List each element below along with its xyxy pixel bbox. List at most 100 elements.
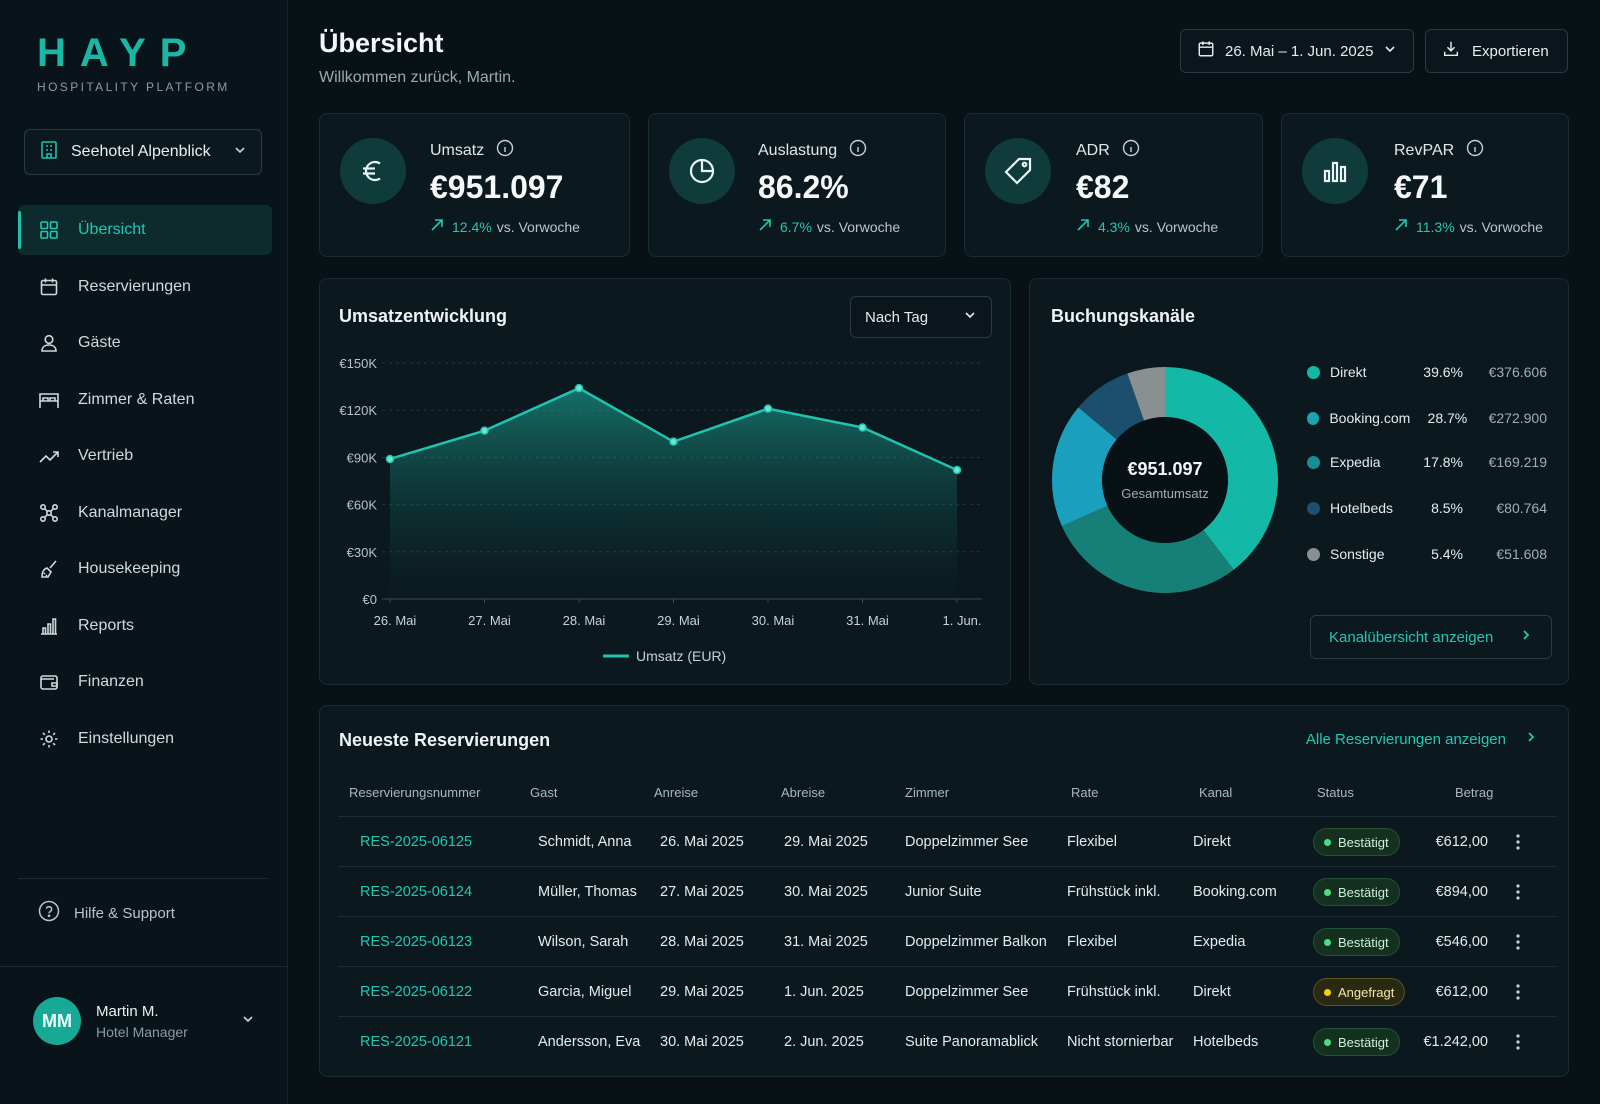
user-role: Hotel Manager	[96, 1023, 188, 1040]
nav-item-housekeeping[interactable]: Housekeeping	[18, 544, 272, 594]
channel-overview-button[interactable]: Kanalübersicht anzeigen	[1310, 615, 1552, 659]
chevron-down-icon	[1383, 42, 1397, 60]
channel-pct: 5.4%	[1431, 546, 1463, 562]
channel-legend-row[interactable]: Sonstige 5.4% €51.608	[1307, 542, 1547, 566]
channel-name: Direkt	[1330, 364, 1367, 380]
nav-item-label: Finanzen	[78, 673, 144, 690]
date-range-picker[interactable]: 26. Mai – 1. Jun. 2025	[1180, 29, 1414, 73]
data-point[interactable]	[385, 454, 395, 464]
status-badge: Bestätigt	[1313, 1028, 1400, 1056]
help-support-link[interactable]: Hilfe & Support	[38, 900, 175, 926]
legend-dot	[1307, 411, 1320, 425]
cell-id[interactable]: RES-2025-06122	[360, 984, 473, 1000]
kpi-label-text: Umsatz	[430, 141, 485, 159]
nav-item-gaeste[interactable]: Gäste	[18, 318, 272, 368]
info-icon[interactable]	[1122, 139, 1140, 162]
data-point[interactable]	[574, 383, 584, 393]
cell-departure: 2. Jun. 2025	[784, 1034, 864, 1050]
more-vertical-icon[interactable]	[1511, 880, 1525, 904]
all-reservations-link[interactable]: Alle Reservierungen anzeigen	[1306, 730, 1538, 748]
legend-dot	[1307, 501, 1320, 515]
table-row[interactable]: RES-2025-06125 Schmidt, Anna 26. Mai 2025 2…	[338, 816, 1557, 867]
status-label: Angefragt	[1338, 984, 1395, 1000]
column-header[interactable]: Kanal	[1199, 785, 1233, 800]
cell-channel: Expedia	[1193, 934, 1246, 950]
nav-item-reservierungen[interactable]: Reservierungen	[18, 262, 272, 312]
cell-departure: 31. Mai 2025	[784, 934, 868, 950]
nav-item-einstellungen[interactable]: Einstellungen	[18, 714, 272, 764]
series-area	[390, 388, 957, 599]
table-row[interactable]: RES-2025-06124 Müller, Thomas 27. Mai 2025…	[338, 866, 1557, 917]
nav-item-vertrieb[interactable]: Vertrieb	[18, 431, 272, 481]
arrow-up-right-icon	[430, 218, 444, 235]
column-header[interactable]: Rate	[1071, 785, 1099, 800]
user-menu[interactable]: MM Martin M. Hotel Manager	[33, 997, 255, 1045]
donut-slice-sonstige[interactable]	[1127, 367, 1165, 421]
status-label: Bestätigt	[1338, 934, 1389, 950]
nav-item-label: Reports	[78, 616, 135, 634]
more-vertical-icon[interactable]	[1511, 1030, 1525, 1054]
cell-id[interactable]: RES-2025-06121	[360, 1034, 473, 1050]
column-header[interactable]: Reservierungsnummer	[349, 785, 481, 800]
kpi-label-text: ADR	[1076, 141, 1110, 159]
column-header[interactable]: Abreise	[781, 785, 826, 800]
nav-item-reports[interactable]: Reports	[18, 601, 272, 651]
calendar-icon	[38, 276, 60, 298]
channel-name: Expedia	[1330, 454, 1381, 470]
cell-rate: Frühstück inkl.	[1067, 984, 1161, 1000]
chevron-right-icon	[1519, 628, 1533, 646]
channel-legend-row[interactable]: Expedia 17.8% €169.219	[1307, 450, 1547, 474]
y-tick-label: €0	[363, 592, 377, 607]
x-tick-label: 31. Mai	[846, 613, 889, 628]
export-button[interactable]: Exportieren	[1425, 29, 1568, 73]
more-vertical-icon[interactable]	[1511, 930, 1525, 954]
table-row[interactable]: RES-2025-06121 Andersson, Eva 30. Mai 2025…	[338, 1016, 1557, 1067]
cell-amount: €612,00	[1435, 984, 1488, 1000]
cell-id[interactable]: RES-2025-06124	[360, 884, 473, 900]
cell-id[interactable]: RES-2025-06125	[360, 834, 473, 850]
nav-item-uebersicht[interactable]: Übersicht	[18, 205, 272, 255]
table-row[interactable]: RES-2025-06122 Garcia, Miguel 29. Mai 2025…	[338, 966, 1557, 1017]
column-header[interactable]: Betrag	[1455, 785, 1494, 800]
donut-slice-direkt[interactable]	[1165, 367, 1278, 570]
info-icon[interactable]	[849, 139, 867, 162]
data-point[interactable]	[763, 404, 773, 413]
donut-slice-booking-com[interactable]	[1061, 505, 1234, 593]
more-vertical-icon[interactable]	[1511, 830, 1525, 854]
info-icon[interactable]	[496, 139, 514, 162]
channel-legend-row[interactable]: Booking.com 28.7% €272.900	[1307, 406, 1547, 430]
column-header[interactable]: Zimmer	[905, 785, 950, 800]
status-dot	[1324, 888, 1331, 896]
data-point[interactable]	[480, 426, 489, 435]
nav-item-zimmer-raten[interactable]: Zimmer & Raten	[18, 375, 272, 425]
cell-arrival: 30. Mai 2025	[660, 1034, 744, 1050]
channel-pct: 28.7%	[1427, 410, 1468, 426]
data-point[interactable]	[952, 465, 962, 475]
brand[interactable]: HAYP HOSPITALITY PLATFORM	[37, 30, 230, 94]
column-header[interactable]: Status	[1317, 785, 1354, 800]
cell-id[interactable]: RES-2025-06123	[360, 934, 473, 950]
info-icon[interactable]	[1466, 139, 1484, 162]
nav-item-label: Gäste	[78, 334, 121, 351]
arrow-up-right-icon	[1076, 218, 1090, 235]
more-vertical-icon[interactable]	[1511, 980, 1525, 1004]
channel-legend-row[interactable]: Direkt 39.6% €376.606	[1307, 360, 1547, 384]
export-label: Exportieren	[1472, 42, 1549, 60]
nav-item-kanalmanager[interactable]: Kanalmanager	[18, 488, 272, 538]
nav-item-finanzen[interactable]: Finanzen	[18, 657, 272, 707]
column-header[interactable]: Gast	[530, 785, 558, 800]
granularity-select[interactable]: Nach Tag	[850, 296, 992, 338]
table-row[interactable]: RES-2025-06123 Wilson, Sarah 28. Mai 2025 3…	[338, 916, 1557, 967]
hotel-selector[interactable]: Seehotel Alpenblick	[24, 129, 262, 175]
kpi-label-text: RevPAR	[1394, 141, 1455, 159]
status-label: Bestätigt	[1338, 1034, 1389, 1050]
donut-slice-expedia[interactable]	[1052, 407, 1117, 527]
nav-item-label: Einstellungen	[78, 729, 175, 747]
channel-legend-row[interactable]: Hotelbeds 8.5% €80.764	[1307, 496, 1547, 520]
donut-slice-hotelbeds[interactable]	[1078, 373, 1145, 440]
data-point[interactable]	[858, 423, 867, 432]
column-header[interactable]: Anreise	[654, 785, 699, 800]
kpi-label-text: Auslastung	[758, 141, 838, 159]
x-tick-label: 1. Jun.	[942, 613, 981, 628]
data-point[interactable]	[669, 437, 678, 446]
